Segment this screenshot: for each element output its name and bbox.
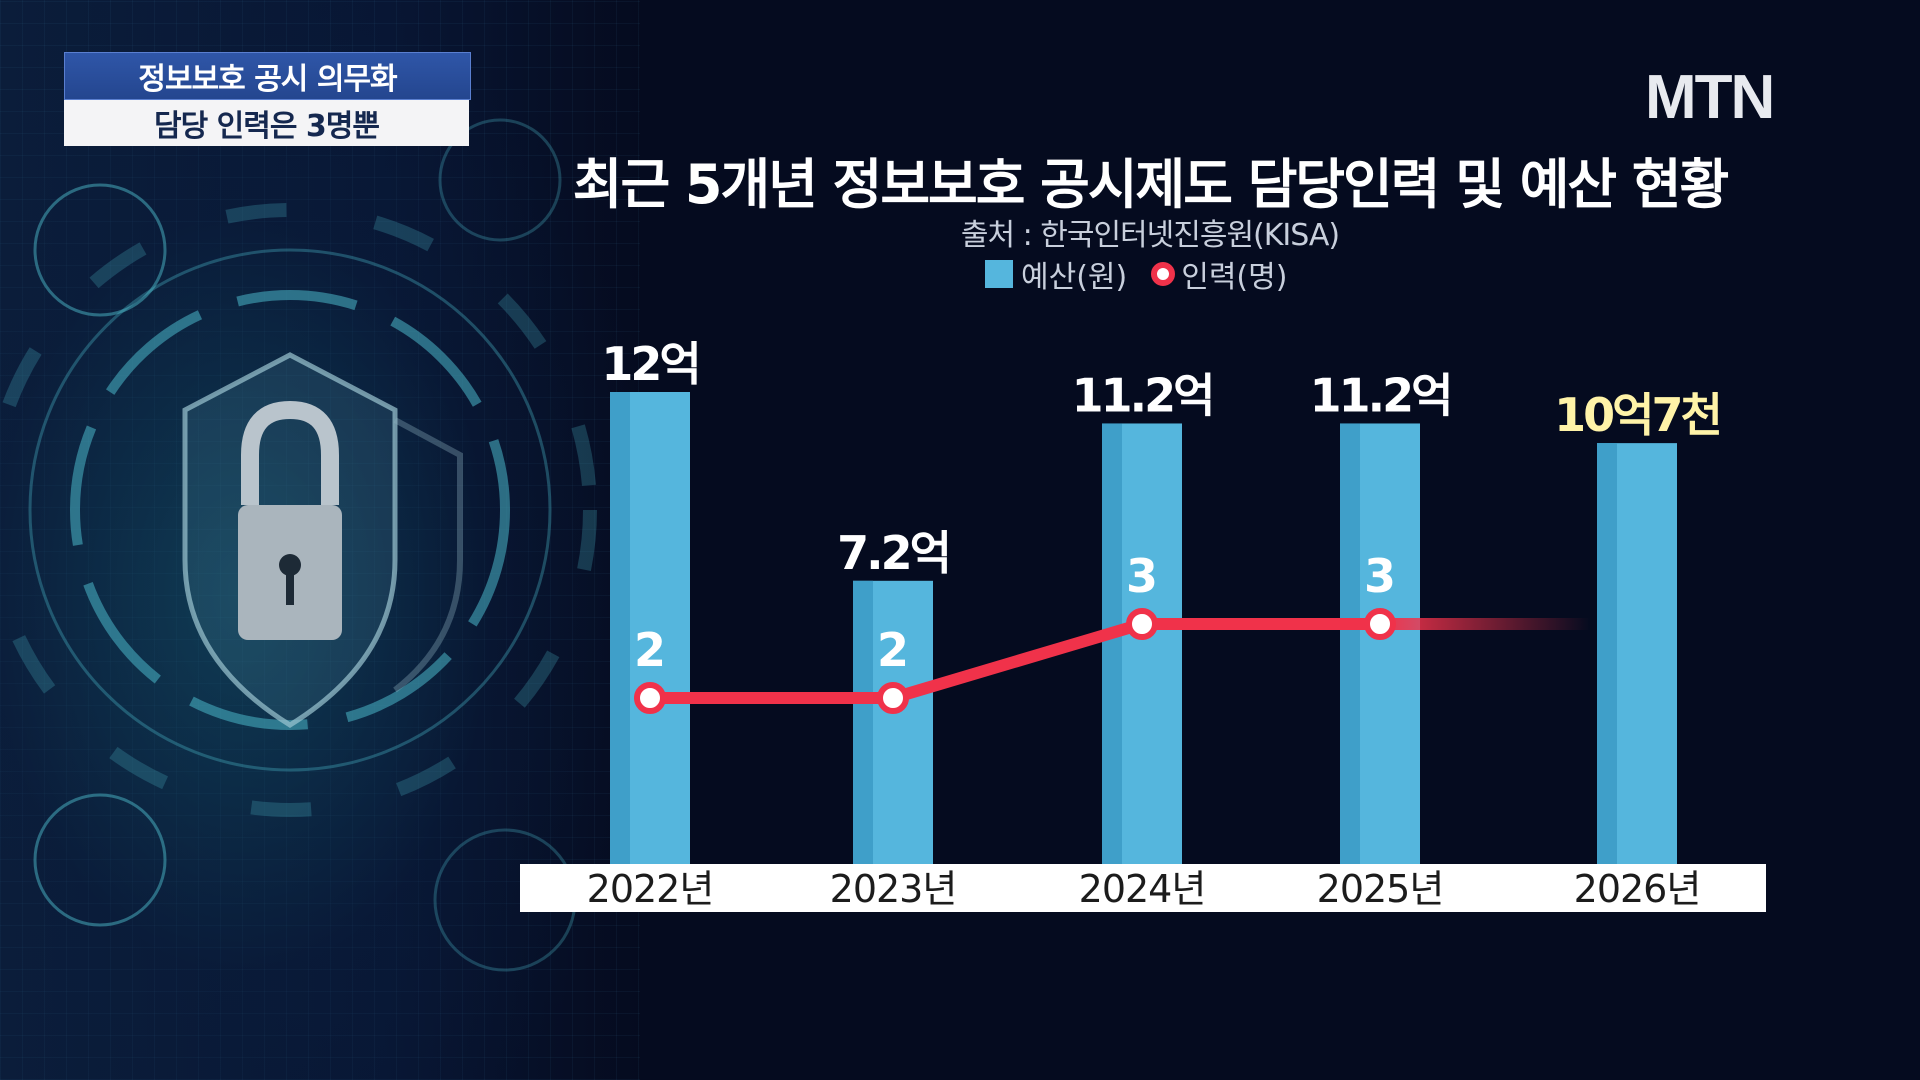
broadcaster-logo: MTN [1645, 63, 1775, 132]
bar-value-label: 11.2억 [1310, 368, 1451, 422]
staff-line-trail [1380, 618, 1590, 630]
legend-swatch-budget [985, 260, 1013, 288]
caption-subheadline: 담당 인력은 3명뿐 [64, 100, 469, 146]
legend-item-staff: 인력(명) [1151, 252, 1287, 296]
x-tick-label: 2022년 [587, 867, 714, 911]
bar-value-label: 10억7천 [1554, 388, 1720, 442]
bar-shade [853, 580, 873, 864]
bar-2026년 [1597, 443, 1677, 864]
bar-2023년 [853, 580, 933, 864]
bar-value-label: 11.2억 [1072, 368, 1213, 422]
legend-item-budget: 예산(원) [985, 252, 1127, 296]
legend-label-budget: 예산(원) [1021, 260, 1128, 295]
bar-shade [610, 392, 630, 864]
bar-shade [1340, 423, 1360, 864]
staff-value-label: 2 [877, 623, 909, 677]
chart-source: 출처 : 한국인터넷진흥원(KISA) [960, 218, 1340, 253]
bar-value-label: 7.2억 [837, 526, 949, 580]
bar-shade [1597, 443, 1617, 864]
caption-headline: 정보보호 공시 의무화 [64, 52, 471, 100]
x-tick-label: 2024년 [1079, 867, 1206, 911]
bar-2025년 [1340, 423, 1420, 864]
x-tick-label: 2025년 [1317, 867, 1444, 911]
staff-value-label: 2 [634, 623, 666, 677]
staff-point [877, 682, 909, 714]
staff-point [1364, 608, 1396, 640]
chart-legend: 예산(원) 인력(명) [985, 252, 1287, 296]
legend-label-staff: 인력(명) [1181, 260, 1288, 295]
background-decoration [0, 0, 640, 1080]
bar-2022년 [610, 392, 690, 864]
staff-point [1126, 608, 1158, 640]
staff-value-label: 3 [1364, 549, 1396, 603]
x-axis-band [520, 864, 1766, 912]
bar-shade [1102, 423, 1122, 864]
bar-2024년 [1102, 423, 1182, 864]
chart-title: 최근 5개년 정보보호 공시제도 담당인력 및 예산 현황 [572, 153, 1729, 216]
legend-swatch-staff [1151, 262, 1176, 286]
bar-value-label: 12억 [601, 337, 698, 391]
staff-value-label: 3 [1126, 549, 1158, 603]
staff-point [634, 682, 666, 714]
lock-illustration [0, 118, 597, 972]
staff-line [650, 618, 1380, 704]
x-tick-label: 2026년 [1574, 867, 1701, 911]
x-tick-label: 2023년 [830, 867, 957, 911]
